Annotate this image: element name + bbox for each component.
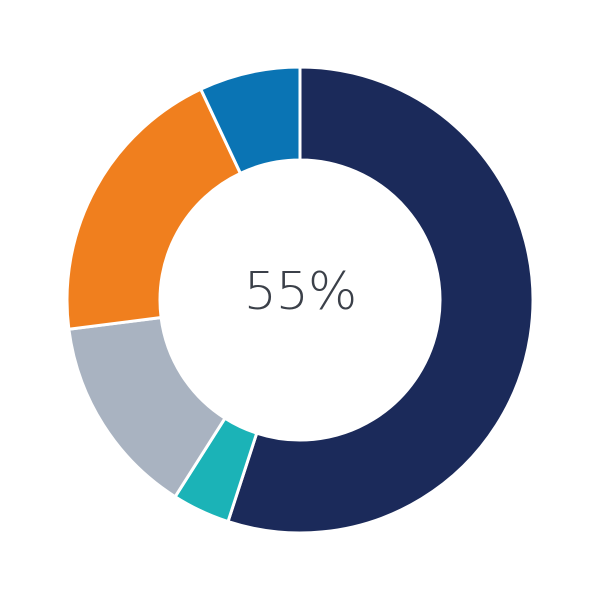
donut-slice-4 [198, 65, 302, 176]
center-percentage-label: 55% [243, 262, 358, 322]
donut-slice-3 [65, 87, 243, 331]
donut-slice-0 [226, 65, 535, 535]
